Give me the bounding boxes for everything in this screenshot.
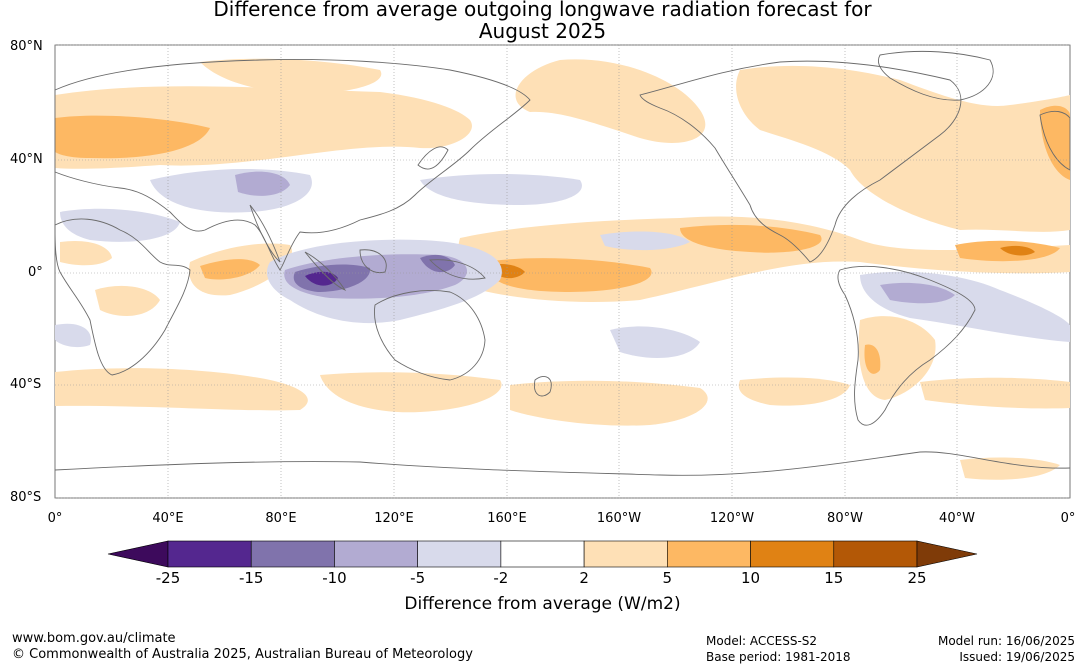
anomaly-positive-region [738, 377, 850, 406]
colorbar-segment [417, 540, 502, 568]
anomaly-positive-region [515, 59, 706, 143]
graticule [55, 44, 1070, 499]
map-title-line1: Difference from average outgoing longwav… [213, 0, 872, 21]
coastline-greenland [878, 50, 994, 101]
colorbar-tick-label: -10 [322, 569, 347, 587]
colorbar-tick-label: -2 [493, 569, 509, 587]
coastline-japan [417, 146, 449, 170]
colorbar-segment [500, 540, 585, 568]
coastline-new-guinea [429, 259, 486, 280]
colorbar-tick-label: -25 [155, 569, 181, 587]
lon-label: 0° [1060, 511, 1076, 526]
coastline-antarctica [54, 451, 1071, 476]
anomaly-positive-region [95, 285, 160, 316]
lon-label: 120°E [374, 511, 414, 526]
colorbar-tick-label: 5 [662, 569, 673, 587]
colorbar-tick-label: 15 [824, 569, 844, 587]
coastline-australia [374, 290, 486, 381]
source-url: www.bom.gov.au/climate [12, 631, 176, 646]
anomaly-positive-region [858, 316, 936, 400]
anomaly-positive-region [200, 58, 382, 94]
lon-label: 80°W [827, 511, 863, 526]
lon-label: 160°W [596, 511, 642, 526]
lon-label: 40°E [152, 511, 184, 526]
lon-label: 160°E [487, 511, 527, 526]
anomaly-negative-region [55, 323, 91, 348]
anomaly-positive-region [960, 457, 1060, 480]
anomaly-positive-region [680, 224, 822, 253]
colorbar-tick-label: 25 [907, 569, 927, 587]
model-run-date: Model run: 16/06/2025 [937, 634, 1075, 648]
lat-label: 80°N [10, 39, 43, 54]
colorbar-segment [750, 540, 835, 568]
lon-label: 80°E [265, 511, 297, 526]
anomaly-positive-region [60, 240, 112, 266]
lon-label: 40°W [939, 511, 975, 526]
anomaly-positive-region [1040, 105, 1070, 180]
anomaly-positive-region [55, 368, 308, 411]
anomaly-positive-region [864, 344, 881, 374]
colorbar-segment [833, 540, 918, 568]
colorbar-arrow-high [916, 540, 978, 568]
coastline-south-america [837, 265, 976, 426]
lat-label: 0° [28, 265, 43, 280]
anomaly-negative-region [420, 174, 582, 205]
colorbar-segment [167, 540, 252, 568]
base-period: Base period: 1981-2018 [706, 650, 851, 664]
lat-label: 80°S [10, 490, 42, 505]
anomaly-positive-region [920, 377, 1070, 409]
colorbar-segment [667, 540, 751, 568]
coastline-layer [54, 50, 1071, 476]
model-name: Model: ACCESS-S2 [706, 634, 818, 648]
anomaly-positive-region [1000, 245, 1035, 256]
anomaly-negative-region [600, 231, 690, 251]
colorbar-tick-label: 2 [579, 569, 589, 587]
colorbar-tick-label: -15 [238, 569, 264, 587]
colorbar-segment [583, 540, 668, 568]
anomaly-positive-region [320, 372, 502, 413]
lat-label: 40°N [10, 152, 43, 167]
anomaly-negative-region [880, 282, 955, 304]
colorbar-tick-label: 10 [741, 569, 761, 587]
coastline-new-zealand [534, 376, 552, 397]
coastline-eurasia [54, 59, 531, 271]
coastline-europe-west [1039, 110, 1071, 171]
colorbar-tick-label: -5 [410, 569, 426, 587]
anomaly-negative-region [60, 208, 180, 242]
coastline-africa [54, 218, 191, 376]
anomaly-positive-region [485, 258, 652, 292]
issued-date: Issued: 19/06/2025 [959, 650, 1075, 664]
anomaly-positive-region [200, 259, 260, 280]
anomaly-negative-region [305, 271, 338, 286]
coastline-borneo [359, 249, 387, 274]
coastline-sumatra [304, 251, 347, 291]
colorbar-label: Difference from average (W/m2) [404, 594, 681, 614]
anomaly-positive-region [736, 65, 1070, 232]
coastline-north-america [639, 60, 962, 263]
coastline-india [249, 204, 281, 263]
lon-label: 120°W [709, 511, 755, 526]
colorbar-segment [250, 540, 335, 568]
lon-label: 0° [47, 511, 63, 526]
lat-label: 40°S [10, 377, 42, 392]
anomaly-fill-layer [55, 58, 1070, 480]
anomaly-negative-region [610, 326, 700, 358]
anomaly-positive-region [55, 115, 210, 159]
colorbar-segment [334, 540, 418, 568]
colorbar-arrow-low [107, 540, 169, 568]
copyright-text: © Commonwealth of Australia 2025, Austra… [12, 647, 473, 662]
map-title-line2: August 2025 [478, 19, 607, 43]
anomaly-positive-region [510, 380, 708, 426]
anomaly-negative-region [420, 254, 455, 273]
anomaly-negative-region [235, 171, 290, 196]
